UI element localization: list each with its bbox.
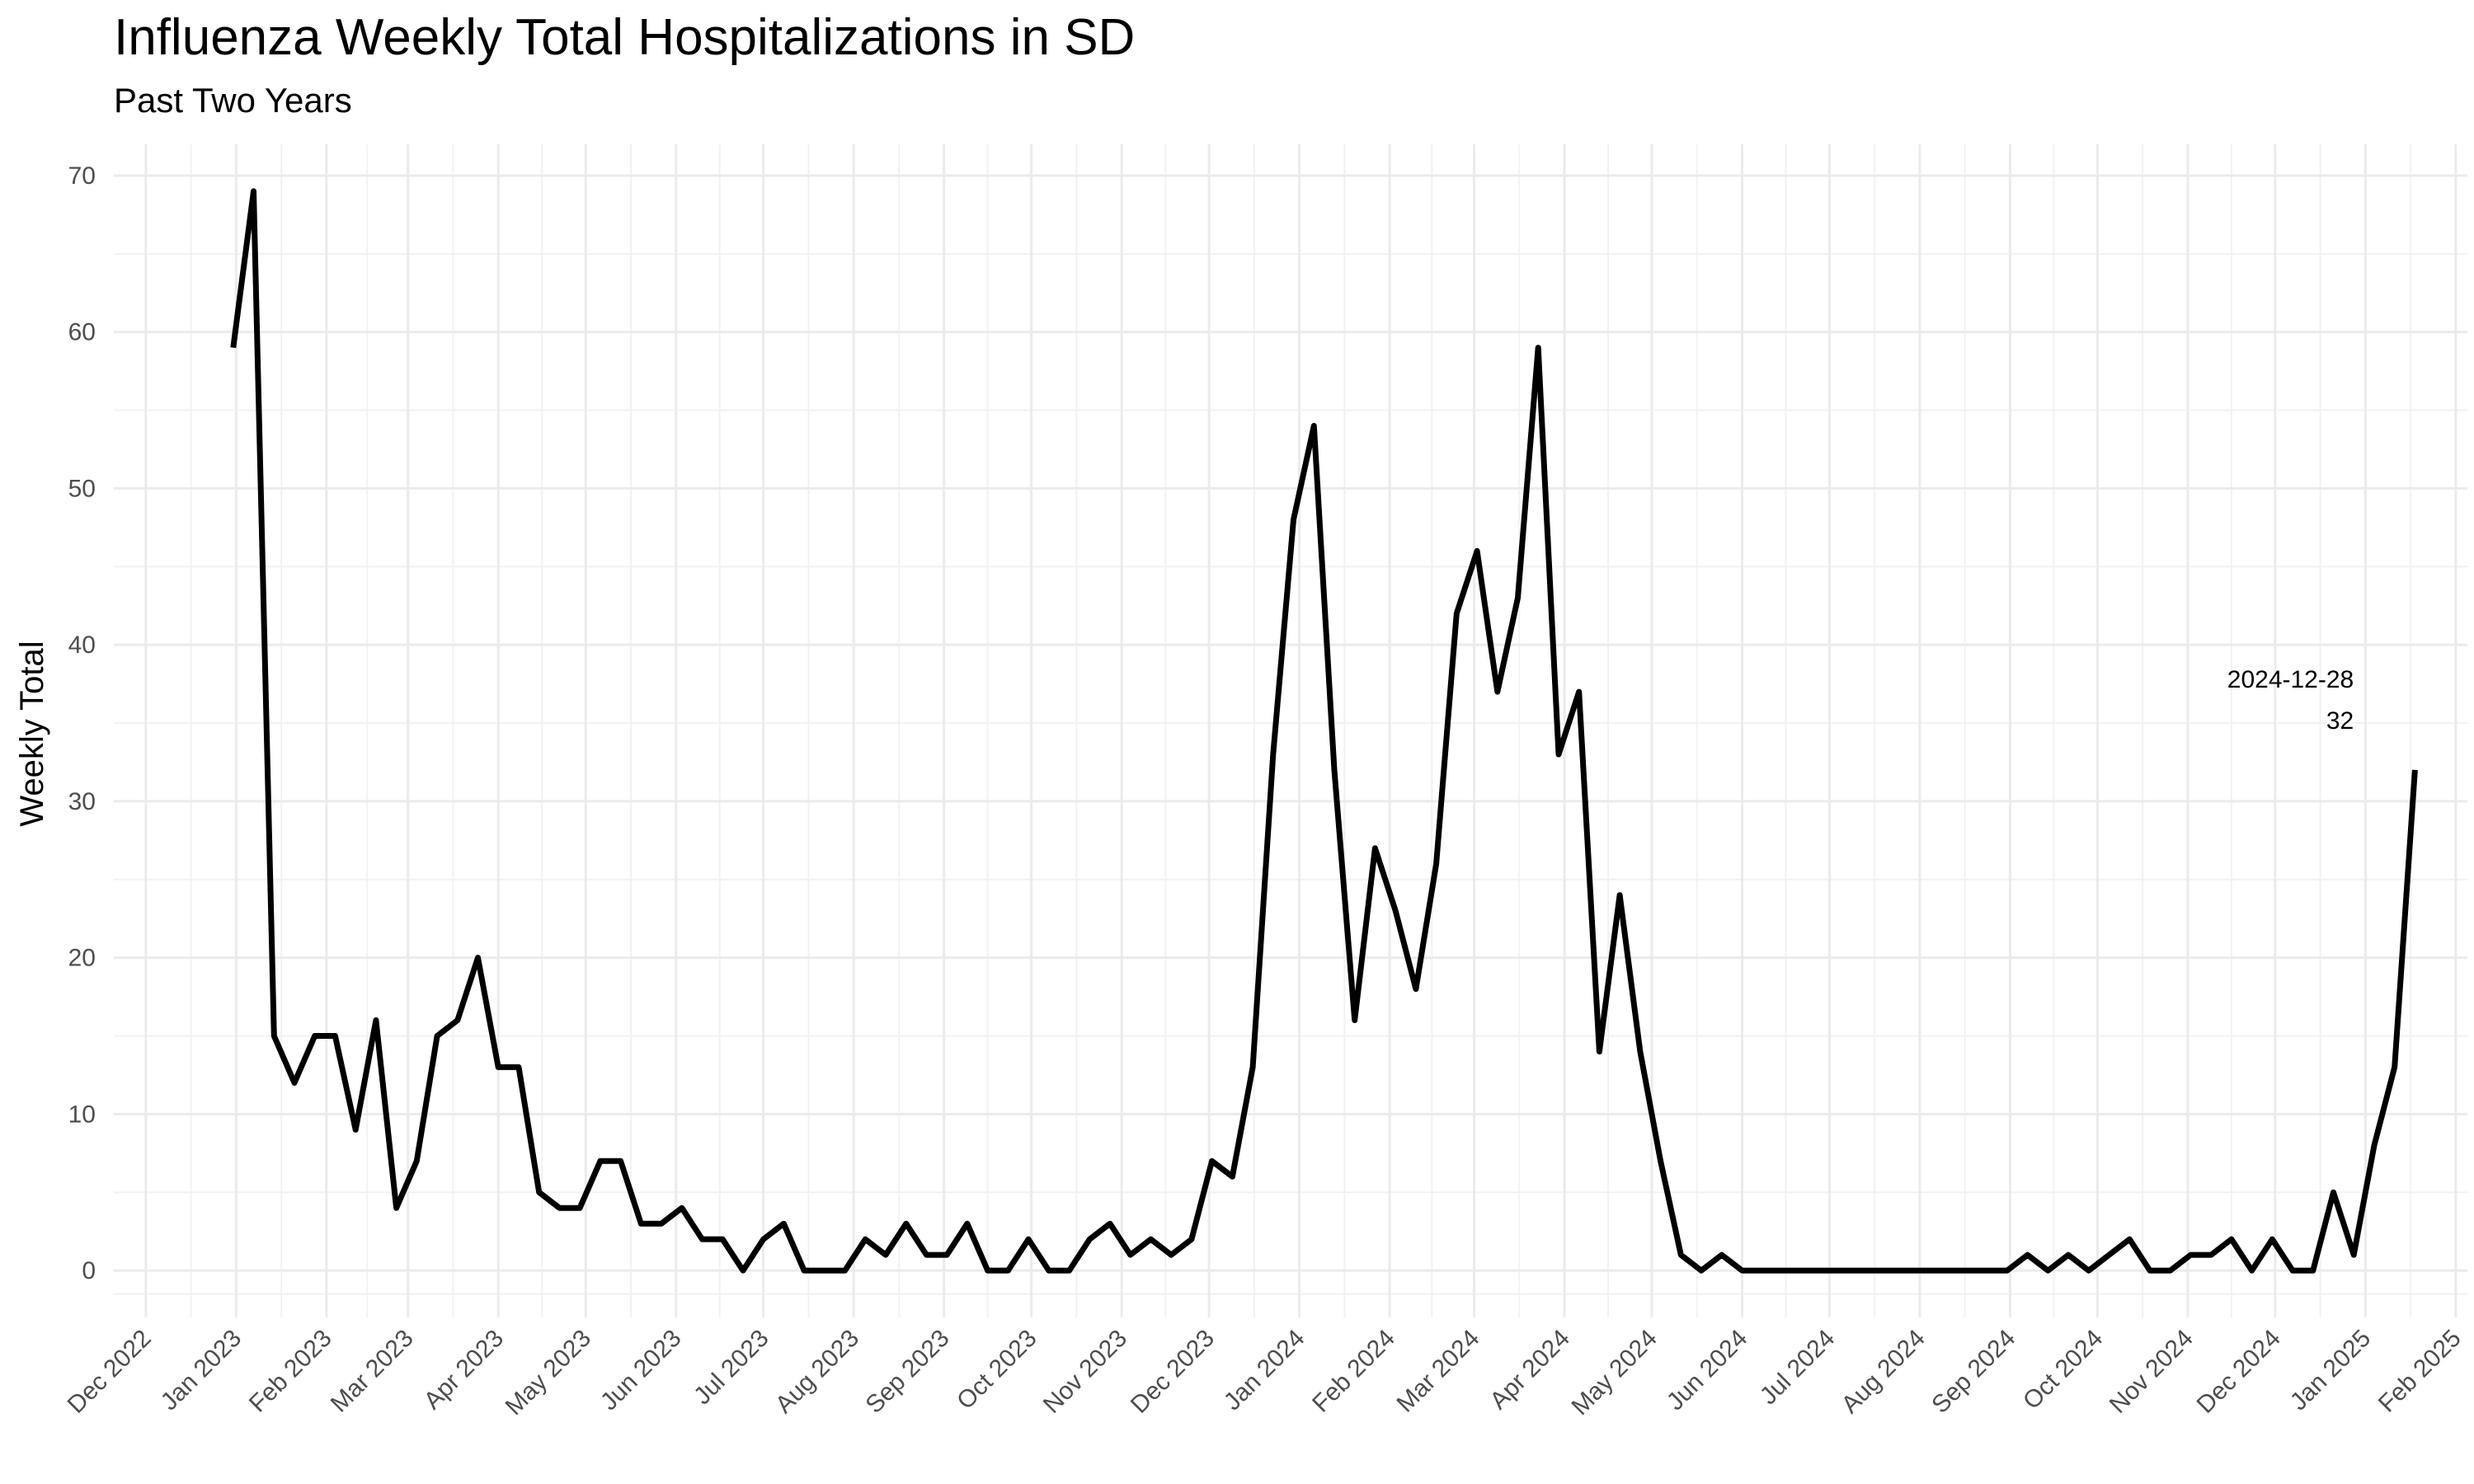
y-tick-label: 50 — [68, 475, 96, 502]
x-tick-label: Apr 2023 — [419, 1325, 509, 1415]
chart-subtitle: Past Two Years — [114, 81, 352, 120]
chart-title: Influenza Weekly Total Hospitalizations … — [114, 9, 1136, 66]
x-tick-label: May 2023 — [501, 1325, 596, 1421]
x-tick-label: Feb 2023 — [244, 1325, 337, 1418]
x-tick-label: Mar 2024 — [1392, 1325, 1485, 1418]
y-tick-label: 30 — [68, 788, 96, 815]
x-tick-label: May 2024 — [1566, 1325, 1662, 1421]
x-tick-label: Feb 2024 — [1307, 1325, 1400, 1418]
minor-gridlines — [114, 144, 2467, 1317]
x-tick-label: Oct 2024 — [2018, 1325, 2108, 1415]
x-tick-label: Jun 2023 — [595, 1325, 687, 1416]
y-tick-label: 20 — [68, 945, 96, 972]
x-tick-label: Oct 2023 — [952, 1325, 1042, 1415]
x-tick-label: Jul 2024 — [1755, 1325, 1841, 1411]
x-tick-label: Dec 2022 — [63, 1325, 157, 1419]
x-tick-label: Nov 2023 — [1038, 1325, 1132, 1419]
x-tick-label: Dec 2024 — [2192, 1325, 2286, 1419]
series-line — [230, 188, 2418, 1274]
x-tick-label: Jan 2025 — [2285, 1325, 2377, 1416]
x-tick-label: Apr 2024 — [1485, 1325, 1575, 1415]
x-tick-label: Mar 2023 — [326, 1325, 419, 1418]
annotation-value-label: 32 — [2326, 707, 2354, 735]
y-tick-label: 40 — [68, 632, 96, 659]
annotation-date-label: 2024-12-28 — [2227, 666, 2354, 693]
data-points — [233, 191, 2415, 1270]
y-tick-label: 0 — [82, 1257, 96, 1284]
y-axis-tick-labels: 0 10 20 30 40 50 60 70 — [68, 162, 96, 1284]
x-tick-label: Sep 2023 — [860, 1325, 954, 1419]
x-tick-label: Jun 2024 — [1662, 1325, 1753, 1416]
x-tick-label: Aug 2024 — [1837, 1325, 1931, 1419]
y-tick-label: 70 — [68, 162, 96, 190]
y-tick-label: 10 — [68, 1101, 96, 1128]
x-tick-label: Aug 2023 — [770, 1325, 864, 1419]
x-tick-label: Sep 2024 — [1926, 1325, 2020, 1419]
x-tick-label: Jan 2024 — [1219, 1325, 1310, 1416]
y-tick-label: 60 — [68, 319, 96, 346]
x-tick-label: Jan 2023 — [156, 1325, 247, 1416]
major-gridlines — [114, 144, 2467, 1317]
x-tick-label: Nov 2024 — [2105, 1325, 2199, 1419]
x-tick-label: Feb 2025 — [2373, 1325, 2467, 1418]
x-tick-label: Jul 2023 — [689, 1325, 774, 1411]
x-tick-label: Dec 2023 — [1126, 1325, 1220, 1419]
y-axis-label: Weekly Total — [14, 641, 50, 826]
